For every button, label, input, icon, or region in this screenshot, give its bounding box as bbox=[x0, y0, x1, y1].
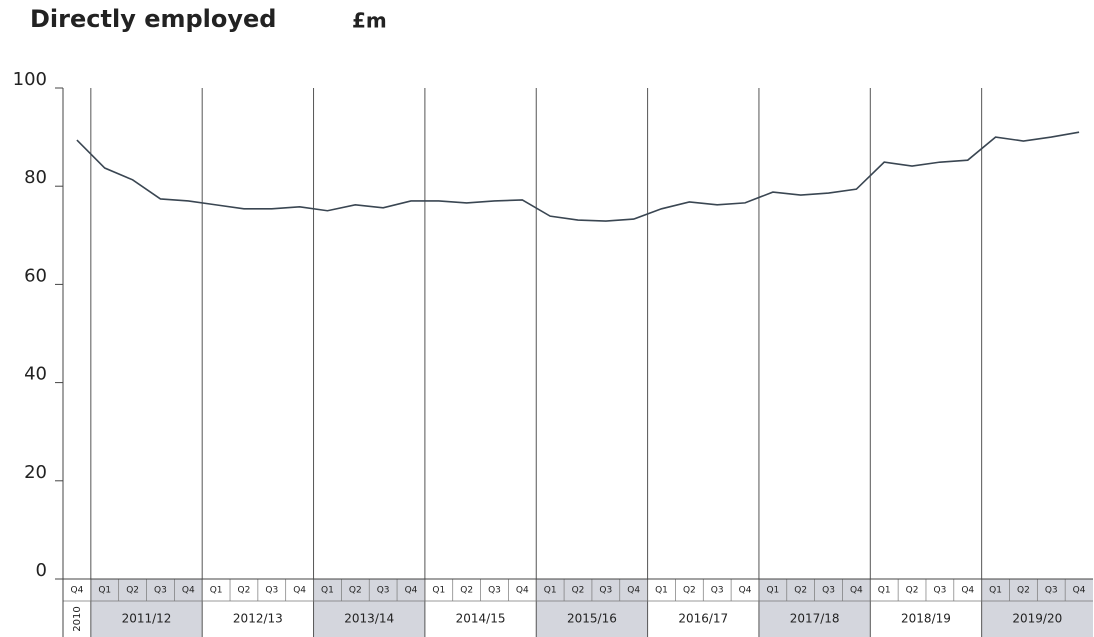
x-tick-label: Q4 bbox=[516, 586, 529, 596]
x-tick-label: Q1 bbox=[210, 586, 223, 596]
x-tick-label: Q2 bbox=[794, 586, 807, 596]
x-tick-label: Q3 bbox=[933, 586, 946, 596]
x-tick-label: Q2 bbox=[1017, 586, 1030, 596]
x-tick-label: Q4 bbox=[182, 586, 195, 596]
year-label: 2017/18 bbox=[790, 612, 840, 626]
year-label: 2016/17 bbox=[678, 612, 728, 626]
year-label: 2018/19 bbox=[901, 612, 951, 626]
x-tick-label: Q1 bbox=[878, 586, 891, 596]
x-tick-label: Q3 bbox=[711, 586, 724, 596]
year-label: 2019/20 bbox=[1012, 612, 1062, 626]
y-tick-label: 20 bbox=[24, 462, 47, 483]
x-tick-label: Q3 bbox=[377, 586, 390, 596]
x-tick-label: Q3 bbox=[488, 586, 501, 596]
x-tick-label: Q1 bbox=[655, 586, 668, 596]
data-line bbox=[76, 131, 1080, 222]
unit-label: £m bbox=[352, 9, 387, 33]
x-tick-label: Q1 bbox=[98, 586, 111, 596]
year-label: 2011/12 bbox=[122, 612, 172, 626]
x-tick-label: Q3 bbox=[265, 586, 278, 596]
y-tick-label: 40 bbox=[24, 364, 47, 385]
x-tick-label: Q4 bbox=[850, 586, 863, 596]
x-tick-label: Q2 bbox=[238, 586, 251, 596]
x-tick-label: Q1 bbox=[321, 586, 334, 596]
x-tick-label: Q4 bbox=[1073, 586, 1086, 596]
y-tick-label: 60 bbox=[24, 265, 47, 286]
x-tick-label: Q1 bbox=[989, 586, 1002, 596]
x-tick-label: Q3 bbox=[822, 586, 835, 596]
year-label: 2012/13 bbox=[233, 612, 283, 626]
x-tick-label: Q2 bbox=[906, 586, 919, 596]
x-tick-label: Q2 bbox=[572, 586, 585, 596]
x-tick-label: Q1 bbox=[432, 586, 445, 596]
x-tick-label: Q1 bbox=[766, 586, 779, 596]
x-tick-label: Q2 bbox=[683, 586, 696, 596]
x-tick-label: Q4 bbox=[405, 586, 418, 596]
x-tick-label: Q1 bbox=[544, 586, 557, 596]
y-tick-label: 100 bbox=[13, 69, 47, 90]
x-tick-label: Q4 bbox=[739, 586, 752, 596]
chart-title: Directly employed bbox=[30, 5, 276, 33]
y-tick-label: 80 bbox=[24, 167, 47, 188]
x-tick-label: Q2 bbox=[460, 586, 473, 596]
x-tick-label: Q3 bbox=[599, 586, 612, 596]
x-tick-label: Q4 bbox=[961, 586, 974, 596]
x-tick-label: Q4 bbox=[71, 586, 84, 596]
x-tick-label: Q3 bbox=[1045, 586, 1058, 596]
year-label: 2014/15 bbox=[456, 612, 506, 626]
x-tick-label: Q2 bbox=[126, 586, 139, 596]
x-tick-label: Q3 bbox=[154, 586, 167, 596]
year-label: 2013/14 bbox=[344, 612, 394, 626]
x-tick-label: Q4 bbox=[293, 586, 306, 596]
y-tick-label: 0 bbox=[36, 560, 47, 581]
x-tick-label: Q2 bbox=[349, 586, 362, 596]
year-label: 2015/16 bbox=[567, 612, 617, 626]
x-tick-label: Q4 bbox=[627, 586, 640, 596]
year-label: 2010 bbox=[72, 606, 83, 631]
